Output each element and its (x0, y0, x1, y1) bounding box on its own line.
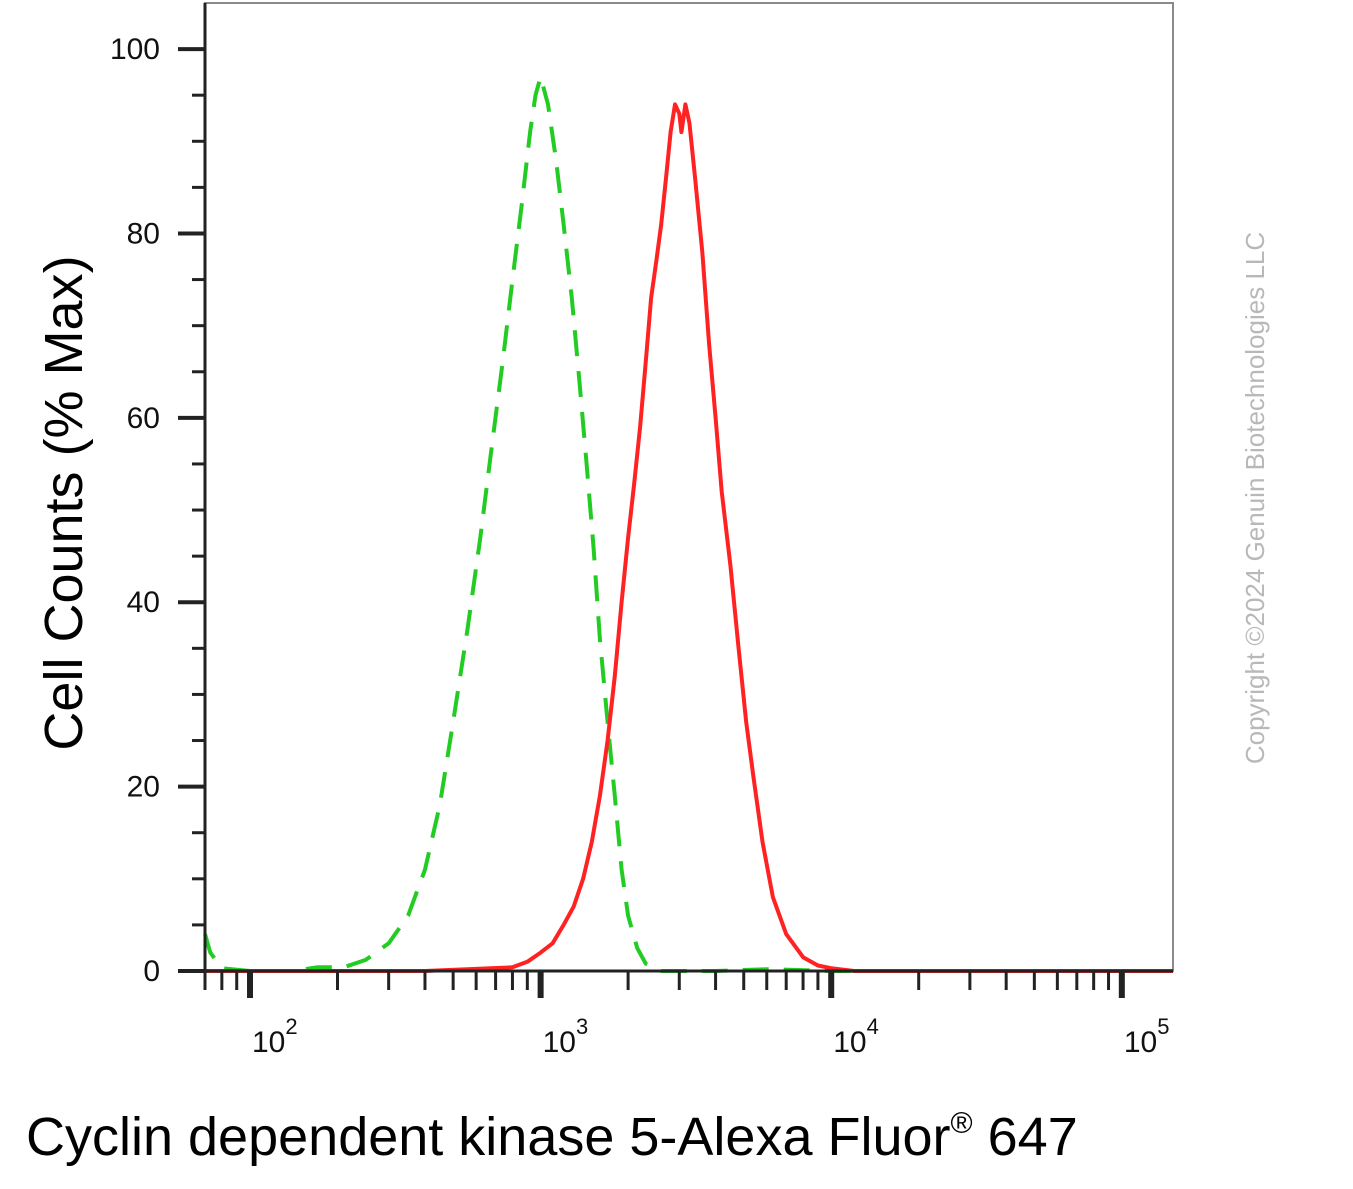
y-tick-label: 100 (110, 33, 160, 66)
y-tick-label: 80 (127, 217, 160, 250)
x-tick-base: 10 (1124, 1026, 1157, 1059)
x-tick-exponent: 4 (867, 1014, 879, 1039)
x-tick-exponent: 3 (576, 1014, 588, 1039)
x-tick-label: 103 (543, 1014, 589, 1059)
x-ticks: 102 103 104 105 (203, 971, 1170, 1059)
y-tick-label: 0 (143, 955, 160, 988)
x-tick-base: 10 (833, 1026, 866, 1059)
y-tick-label: 40 (127, 586, 160, 619)
x-tick-exponent: 5 (1157, 1014, 1169, 1039)
registered-mark: ® (951, 1107, 973, 1140)
x-axis-label-text: Cyclin dependent kinase 5-Alexa Fluor (26, 1107, 951, 1167)
series-line-1 (203, 74, 1173, 973)
x-tick-label: 105 (1124, 1014, 1170, 1059)
x-axis-label: Cyclin dependent kinase 5-Alexa Fluor® 6… (26, 1107, 1078, 1167)
x-tick-base: 10 (252, 1026, 285, 1059)
series-line-2 (205, 102, 1173, 973)
x-tick-exponent: 2 (285, 1014, 297, 1039)
y-ticks: 0 20 40 60 80 100 (110, 33, 205, 988)
y-axis-label: Cell Counts (% Max) (34, 255, 94, 750)
x-tick-label: 104 (833, 1014, 879, 1059)
y-tick-label: 20 (127, 771, 160, 804)
x-axis-label-suffix: 647 (973, 1107, 1078, 1167)
x-tick-base: 10 (543, 1026, 576, 1059)
x-tick-label: 102 (252, 1014, 298, 1059)
copyright-watermark: Copyright ©2024 Genuin Biotechnologies L… (1240, 232, 1270, 764)
y-tick-label: 60 (127, 402, 160, 435)
series-layer (203, 74, 1173, 973)
